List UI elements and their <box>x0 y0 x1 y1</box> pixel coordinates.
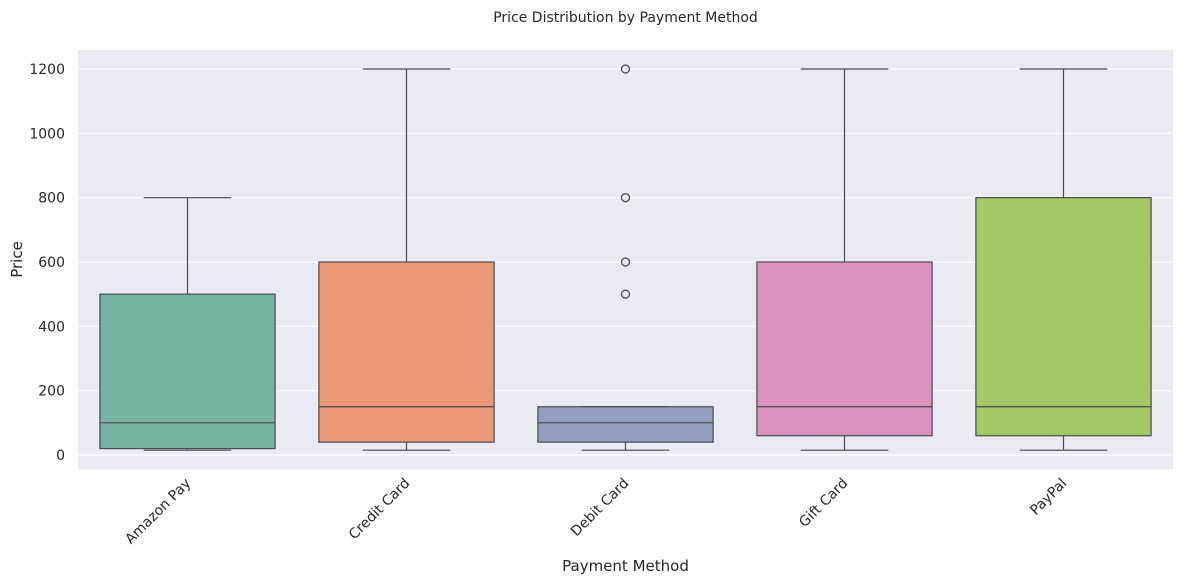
box-iqr <box>318 261 495 443</box>
y-axis-label: Price <box>8 241 26 278</box>
x-tick-label: Amazon Pay <box>122 476 194 548</box>
x-tick-label: Credit Card <box>346 476 413 543</box>
box-iqr <box>537 406 714 443</box>
box-iqr <box>975 197 1152 437</box>
x-tick-label: Gift Card <box>796 476 851 531</box>
x-axis-label: Payment Method <box>562 557 689 575</box>
y-tick-label: 800 <box>38 191 65 207</box>
chart-title: Price Distribution by Payment Method <box>493 10 758 26</box>
y-tick-label: 600 <box>38 255 65 271</box>
box-group-amazon-pay <box>99 197 276 451</box>
outlier-point <box>620 289 631 299</box>
box-iqr <box>99 293 276 450</box>
outlier-point <box>620 193 631 203</box>
outlier-point <box>620 64 631 74</box>
y-tick-label: 1200 <box>29 62 65 78</box>
boxes <box>99 64 1152 451</box>
box-group-credit-card <box>318 68 495 451</box>
y-tick-label: 200 <box>38 384 65 400</box>
x-tick-label: PayPal <box>1027 476 1070 519</box>
box-group-gift-card <box>756 68 933 451</box>
box-iqr <box>756 261 933 437</box>
outlier-point <box>620 257 631 267</box>
y-tick-label: 0 <box>56 448 65 464</box>
box-group-debit-card <box>537 64 714 451</box>
x-tick-label: Debit Card <box>568 476 632 540</box>
box-group-paypal <box>975 68 1152 451</box>
y-tick-label: 1000 <box>29 126 65 142</box>
y-tick-label: 400 <box>38 319 65 335</box>
